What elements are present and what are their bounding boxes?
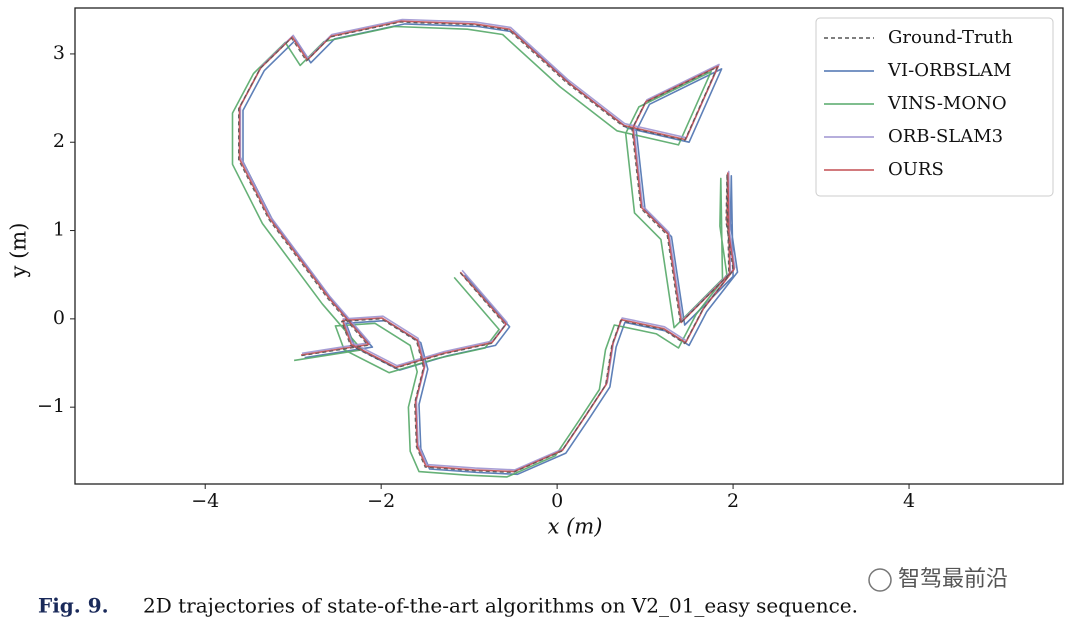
trajectory-line — [231, 25, 728, 478]
caption: 2D trajectories of state-of-the-art algo… — [143, 594, 858, 618]
plot-frame — [74, 7, 1064, 485]
x-tick-label: −2 — [367, 490, 395, 512]
y-tick-label: 0 — [53, 307, 65, 329]
legend-label: Ground-Truth — [888, 27, 1013, 48]
legend-box — [815, 17, 1054, 197]
trajectory-line — [239, 18, 736, 471]
y-axis-label: y (m) — [7, 223, 31, 279]
x-tick-label: 0 — [551, 490, 563, 512]
x-tick-label: 4 — [903, 490, 915, 512]
x-axis-label: x (m) — [548, 515, 603, 539]
trajectory-line — [242, 23, 739, 476]
y-tick-label: 3 — [53, 42, 65, 64]
y-tick-label: 1 — [53, 219, 65, 241]
watermark: 智驾最前沿 — [898, 567, 1008, 592]
trajectory-line — [238, 21, 734, 474]
legend-label: VI-ORBSLAM — [887, 60, 1011, 81]
legend-label: OURS — [888, 159, 944, 180]
legend-label: VINS-MONO — [887, 93, 1007, 114]
watermark-icon — [868, 568, 892, 592]
x-tick-label: 2 — [727, 490, 739, 512]
y-tick-label: −1 — [37, 395, 65, 417]
x-tick-label: −4 — [191, 490, 219, 512]
y-tick-label: 2 — [53, 130, 65, 152]
legend-label: ORB-SLAM3 — [888, 126, 1003, 147]
caption-label: Fig. 9. — [38, 594, 109, 618]
trajectory-line — [238, 20, 735, 473]
